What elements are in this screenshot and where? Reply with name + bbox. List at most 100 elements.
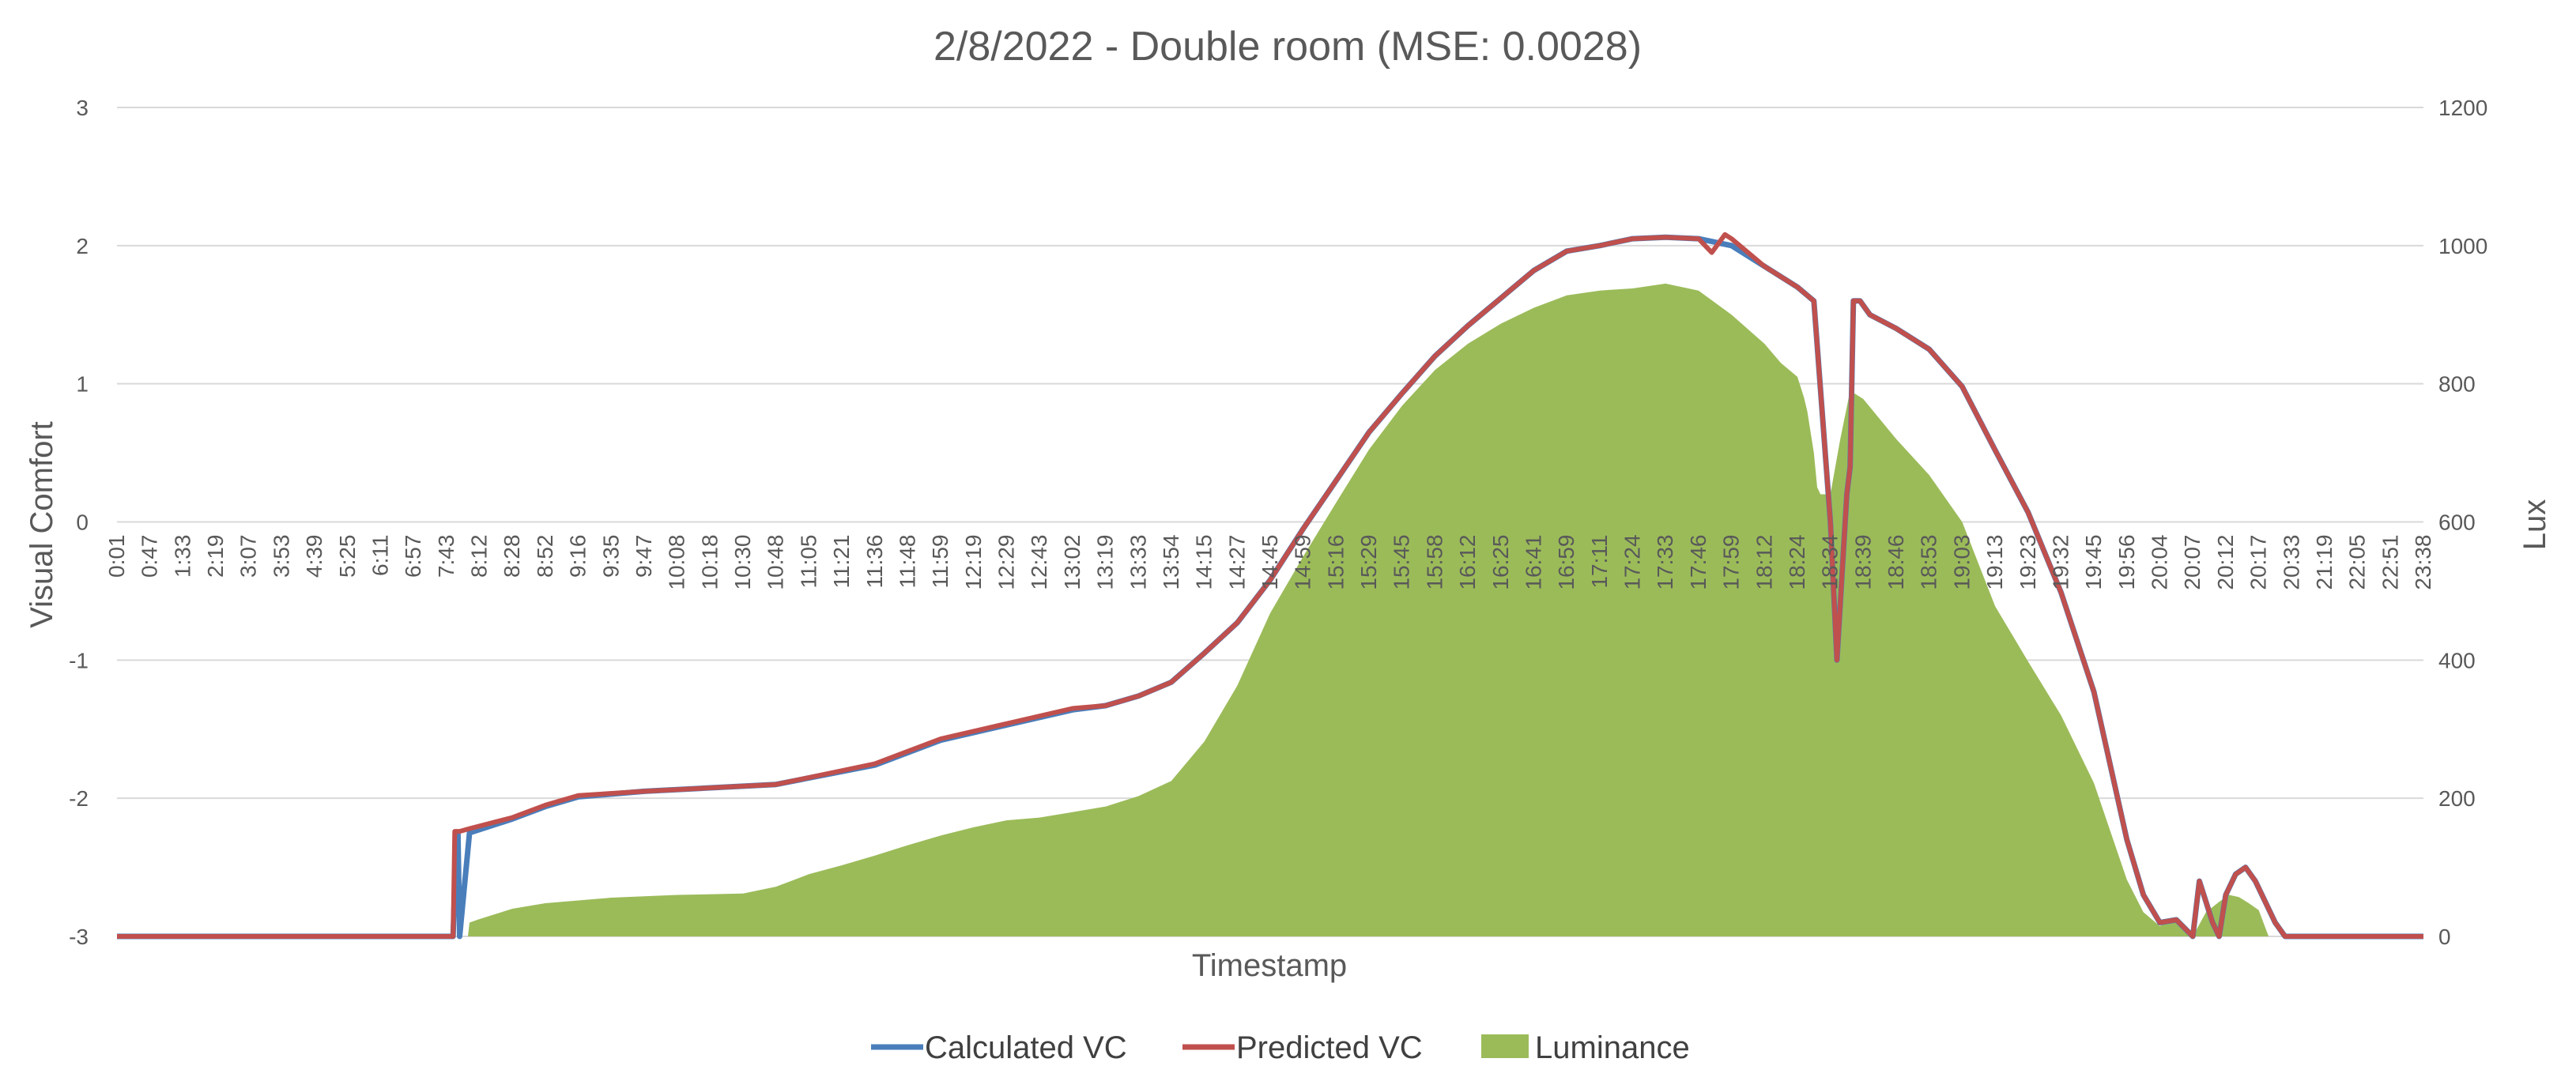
x-tick-label: 8:12 — [467, 534, 492, 578]
left-axis-ticks: 3 2 1 0 -1 -2 -3 — [69, 96, 89, 949]
x-tick-label: 20:12 — [2213, 535, 2238, 590]
right-axis-ticks: 1200 1000 800 600 400 200 0 — [2438, 96, 2487, 949]
x-tick-label: 17:11 — [1587, 535, 1612, 589]
x-tick-label: 9:35 — [598, 535, 623, 578]
x-tick-label: 20:33 — [2279, 535, 2303, 590]
x-tick-label: 15:45 — [1390, 534, 1414, 589]
x-tick-label: 18:53 — [1917, 534, 1941, 589]
line-series-group — [117, 232, 2423, 940]
x-tick-label: 19:32 — [2049, 535, 2073, 590]
y-tick-label: 1 — [76, 372, 89, 397]
x-tick-label: 6:57 — [401, 535, 425, 578]
x-tick-label: 6:11 — [368, 535, 393, 576]
legend: Calculated VC Predicted VC Luminance — [871, 1030, 1690, 1065]
x-tick-label: 22:51 — [2378, 534, 2402, 589]
y2-tick-label: 1000 — [2438, 234, 2487, 258]
x-tick-label: 11:48 — [896, 535, 920, 589]
x-tick-label: 10:30 — [730, 534, 755, 589]
x-tick-label: 18:34 — [1818, 535, 1842, 590]
x-tick-label: 15:16 — [1323, 535, 1348, 590]
x-tick-label: 9:16 — [566, 535, 590, 578]
x-tick-label: 11:05 — [796, 535, 820, 589]
x-tick-label: 14:59 — [1291, 535, 1315, 590]
x-tick-label: 3:07 — [236, 534, 261, 578]
x-tick-label: 13:33 — [1126, 535, 1150, 590]
x-tick-label: 18:24 — [1785, 535, 1809, 590]
x-tick-label: 19:56 — [2114, 534, 2139, 589]
x-tick-label: 17:46 — [1686, 534, 1710, 589]
x-tick-label: 15:58 — [1422, 534, 1446, 589]
y-tick-label: 2 — [76, 234, 89, 258]
x-tick-label: 11:21 — [829, 535, 854, 589]
x-tick-label: 19:03 — [1949, 535, 1974, 590]
legend-label: Calculated VC — [925, 1030, 1127, 1065]
x-tick-label: 16:12 — [1455, 534, 1480, 589]
x-tick-label: 16:25 — [1488, 535, 1513, 590]
y-axis-title: Visual Comfort — [25, 421, 59, 628]
x-tick-label: 19:45 — [2081, 534, 2106, 589]
x-tick-label: 22:05 — [2345, 534, 2370, 589]
x-tick-label: 17:33 — [1653, 534, 1677, 589]
chart-title: 2/8/2022 - Double room (MSE: 0.0028) — [933, 24, 1642, 70]
y2-tick-label: 600 — [2438, 510, 2476, 535]
x-axis-ticks: 0:01 0:47 1:33 2:19 3:07 3:53 4:39 5:25 6:11 6:57… — [104, 534, 2435, 589]
y-tick-label: -2 — [69, 786, 89, 811]
x-tick-label: 5:25 — [335, 535, 360, 578]
x-tick-label: 12:43 — [1027, 535, 1051, 590]
x-tick-label: 20:07 — [2180, 535, 2204, 590]
y2-tick-label: 400 — [2438, 648, 2476, 672]
x-tick-label: 18:12 — [1752, 535, 1776, 590]
x-tick-label: 19:23 — [2016, 535, 2040, 590]
x-tick-label: 16:59 — [1554, 535, 1578, 590]
x-tick-label: 10:18 — [697, 534, 722, 589]
x-tick-label: 4:39 — [302, 534, 326, 578]
x-tick-label: 8:52 — [533, 534, 557, 578]
luminance-area-series — [117, 283, 2423, 936]
x-tick-label: 9:47 — [632, 535, 656, 578]
x-tick-label: 18:39 — [1850, 534, 1875, 589]
y-tick-label: 0 — [76, 510, 89, 535]
x-tick-label: 20:04 — [2148, 534, 2172, 589]
x-tick-label: 17:24 — [1620, 534, 1645, 589]
x-tick-label: 12:19 — [961, 534, 986, 589]
x-tick-label: 23:38 — [2411, 535, 2435, 590]
x-tick-label: 8:28 — [500, 534, 524, 578]
x-tick-label: 21:19 — [2312, 534, 2337, 589]
x-tick-label: 20:17 — [2246, 535, 2271, 590]
x-tick-label: 18:46 — [1884, 534, 1908, 589]
x-tick-label: 3:53 — [269, 534, 293, 578]
x-tick-label: 12:29 — [994, 534, 1019, 589]
legend-label: Luminance — [1535, 1030, 1690, 1065]
x-tick-label: 11:59 — [928, 534, 952, 588]
x-tick-label: 14:15 — [1192, 534, 1216, 589]
x-tick-label: 2:19 — [203, 535, 228, 578]
x-tick-label: 15:29 — [1356, 535, 1381, 590]
y2-tick-label: 200 — [2438, 786, 2476, 811]
x-tick-label: 11:36 — [862, 535, 887, 589]
y2-tick-label: 800 — [2438, 372, 2476, 397]
x-tick-label: 0:47 — [138, 535, 162, 578]
x-tick-label: 14:45 — [1258, 535, 1282, 590]
x-tick-label: 13:54 — [1159, 534, 1183, 589]
y-tick-label: -1 — [69, 648, 89, 672]
x-tick-label: 14:27 — [1224, 534, 1249, 589]
x-tick-label: 10:48 — [764, 534, 788, 589]
x-tick-label: 0:01 — [104, 535, 129, 578]
x-tick-label: 1:33 — [170, 535, 194, 578]
y-tick-label: -3 — [69, 925, 89, 949]
y2-tick-label: 0 — [2438, 925, 2451, 949]
y2-axis-title: Lux — [2518, 499, 2552, 551]
series-predicted-vc — [117, 232, 2423, 939]
x-tick-label: 13:19 — [1093, 535, 1118, 590]
x-axis-title: Timestamp — [1192, 948, 1347, 983]
x-tick-label: 19:13 — [1982, 535, 2007, 590]
y-tick-label: 3 — [76, 96, 89, 120]
legend-swatch — [1481, 1034, 1529, 1058]
x-tick-label: 17:59 — [1719, 535, 1744, 590]
legend-label: Predicted VC — [1236, 1030, 1423, 1065]
y2-tick-label: 1200 — [2438, 96, 2487, 120]
x-tick-label: 7:43 — [434, 535, 458, 578]
x-tick-label: 10:08 — [665, 535, 689, 590]
series-luminance — [117, 283, 2423, 936]
